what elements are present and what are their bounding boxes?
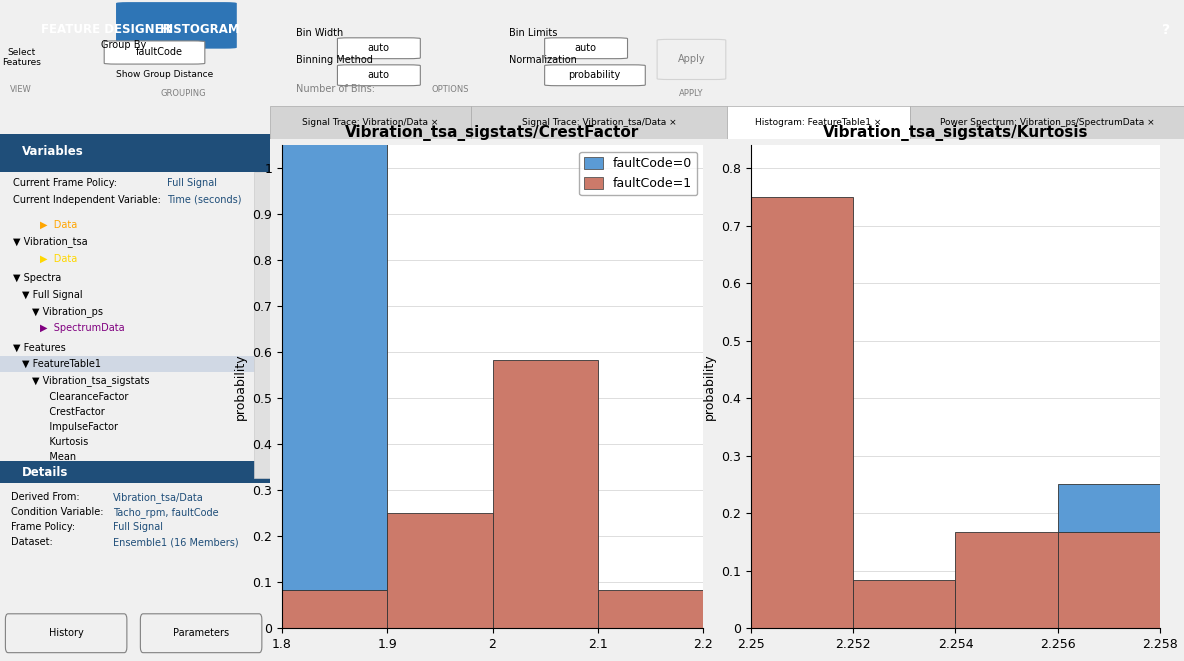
- Bar: [282, 130, 387, 590]
- Text: CrestFactor: CrestFactor: [40, 407, 105, 417]
- Text: Bin Limits: Bin Limits: [509, 28, 558, 38]
- Text: faultCode: faultCode: [136, 47, 184, 57]
- Text: Power Spectrum: Vibration_ps/SpectrumData ×: Power Spectrum: Vibration_ps/SpectrumDat…: [940, 118, 1154, 127]
- FancyBboxPatch shape: [6, 614, 127, 652]
- Text: Number of Bins:: Number of Bins:: [296, 84, 375, 94]
- FancyBboxPatch shape: [657, 40, 726, 79]
- Bar: [0, 461, 270, 483]
- Text: ▼ Vibration_tsa_sigstats: ▼ Vibration_tsa_sigstats: [32, 375, 150, 386]
- Text: Variables: Variables: [21, 145, 83, 159]
- Text: Mean: Mean: [40, 452, 77, 462]
- Text: Vibration_tsa/Data: Vibration_tsa/Data: [114, 492, 204, 502]
- Text: Time (seconds): Time (seconds): [167, 195, 242, 205]
- Text: Dataset:: Dataset:: [11, 537, 52, 547]
- Text: ?: ?: [1163, 22, 1170, 36]
- Y-axis label: probability: probability: [233, 354, 246, 420]
- Legend: faultCode=0, faultCode=1: faultCode=0, faultCode=1: [579, 151, 697, 195]
- Text: ▼ FeatureTable1: ▼ FeatureTable1: [21, 359, 101, 369]
- Text: Current Independent Variable:: Current Independent Variable:: [13, 195, 161, 205]
- Bar: [1057, 532, 1160, 628]
- Text: Derived From:: Derived From:: [11, 492, 79, 502]
- Text: APPLY: APPLY: [680, 89, 703, 98]
- Bar: [471, 106, 727, 139]
- FancyBboxPatch shape: [337, 65, 420, 86]
- Bar: [282, 590, 387, 628]
- Text: HISTOGRAM: HISTOGRAM: [160, 23, 240, 36]
- FancyBboxPatch shape: [337, 38, 420, 59]
- Text: Histogram: FeatureTable1 ×: Histogram: FeatureTable1 ×: [755, 118, 882, 127]
- Bar: [0, 356, 270, 372]
- Bar: [270, 106, 471, 139]
- Text: Binning Method: Binning Method: [296, 56, 373, 65]
- Text: GROUPING: GROUPING: [161, 89, 206, 98]
- FancyBboxPatch shape: [141, 614, 262, 652]
- Text: Show Group Distance: Show Group Distance: [116, 70, 213, 79]
- Text: auto: auto: [367, 43, 390, 53]
- Text: ▼ Vibration_ps: ▼ Vibration_ps: [32, 306, 103, 317]
- Text: ▶  Data: ▶ Data: [40, 220, 78, 230]
- Text: ▶  SpectrumData: ▶ SpectrumData: [40, 323, 126, 333]
- Bar: [955, 532, 1057, 628]
- Text: Bin Width: Bin Width: [296, 28, 343, 38]
- Bar: [493, 360, 598, 628]
- Text: Signal Trace: Vibration/Data ×: Signal Trace: Vibration/Data ×: [302, 118, 439, 127]
- FancyBboxPatch shape: [545, 38, 628, 59]
- Text: OPTIONS: OPTIONS: [431, 85, 469, 94]
- Text: Tacho_rpm, faultCode: Tacho_rpm, faultCode: [114, 507, 219, 518]
- Text: Full Signal: Full Signal: [114, 522, 163, 532]
- Y-axis label: probability: probability: [702, 354, 715, 420]
- Text: Frame Policy:: Frame Policy:: [11, 522, 75, 532]
- Text: Select
Features: Select Features: [2, 48, 40, 67]
- Bar: [909, 106, 1184, 139]
- Text: Full Signal: Full Signal: [167, 178, 218, 188]
- Text: Details: Details: [21, 466, 67, 479]
- Text: Apply: Apply: [677, 54, 706, 64]
- Text: Ensemble1 (16 Members): Ensemble1 (16 Members): [114, 537, 239, 547]
- Text: ▼ Vibration_tsa: ▼ Vibration_tsa: [13, 237, 88, 247]
- Text: Condition Variable:: Condition Variable:: [11, 507, 103, 517]
- Text: VIEW: VIEW: [11, 85, 32, 94]
- Text: Group By: Group By: [101, 40, 146, 50]
- Title: Vibration_tsa_sigstats/CrestFactor: Vibration_tsa_sigstats/CrestFactor: [346, 125, 639, 141]
- Text: ClearanceFactor: ClearanceFactor: [40, 392, 129, 403]
- FancyBboxPatch shape: [545, 65, 645, 86]
- Text: ▼ Features: ▼ Features: [13, 342, 66, 352]
- FancyBboxPatch shape: [116, 2, 237, 49]
- Text: ▶  Data: ▶ Data: [40, 253, 78, 264]
- Bar: [0, 134, 270, 173]
- Text: probability: probability: [568, 70, 620, 80]
- Text: Parameters: Parameters: [173, 628, 230, 639]
- Text: auto: auto: [574, 43, 597, 53]
- Text: Current Frame Policy:: Current Frame Policy:: [13, 178, 117, 188]
- Bar: [598, 590, 703, 628]
- Text: ImpulseFactor: ImpulseFactor: [40, 422, 118, 432]
- Bar: [852, 580, 955, 628]
- Text: ▼ Full Signal: ▼ Full Signal: [21, 290, 82, 299]
- Title: Vibration_tsa_sigstats/Kurtosis: Vibration_tsa_sigstats/Kurtosis: [823, 125, 1088, 141]
- Text: History: History: [49, 628, 84, 639]
- Text: auto: auto: [367, 70, 390, 80]
- Bar: [1057, 485, 1160, 532]
- Bar: [751, 197, 852, 628]
- FancyBboxPatch shape: [104, 41, 205, 64]
- Text: Kurtosis: Kurtosis: [40, 437, 89, 447]
- Bar: [387, 513, 493, 628]
- Bar: [253, 173, 270, 478]
- Text: Signal Trace: Vibration_tsa/Data ×: Signal Trace: Vibration_tsa/Data ×: [522, 118, 676, 127]
- Text: ▼ Spectra: ▼ Spectra: [13, 273, 62, 283]
- Bar: [727, 106, 909, 139]
- Text: FEATURE DESIGNER: FEATURE DESIGNER: [41, 23, 172, 36]
- Text: Normalization: Normalization: [509, 56, 577, 65]
